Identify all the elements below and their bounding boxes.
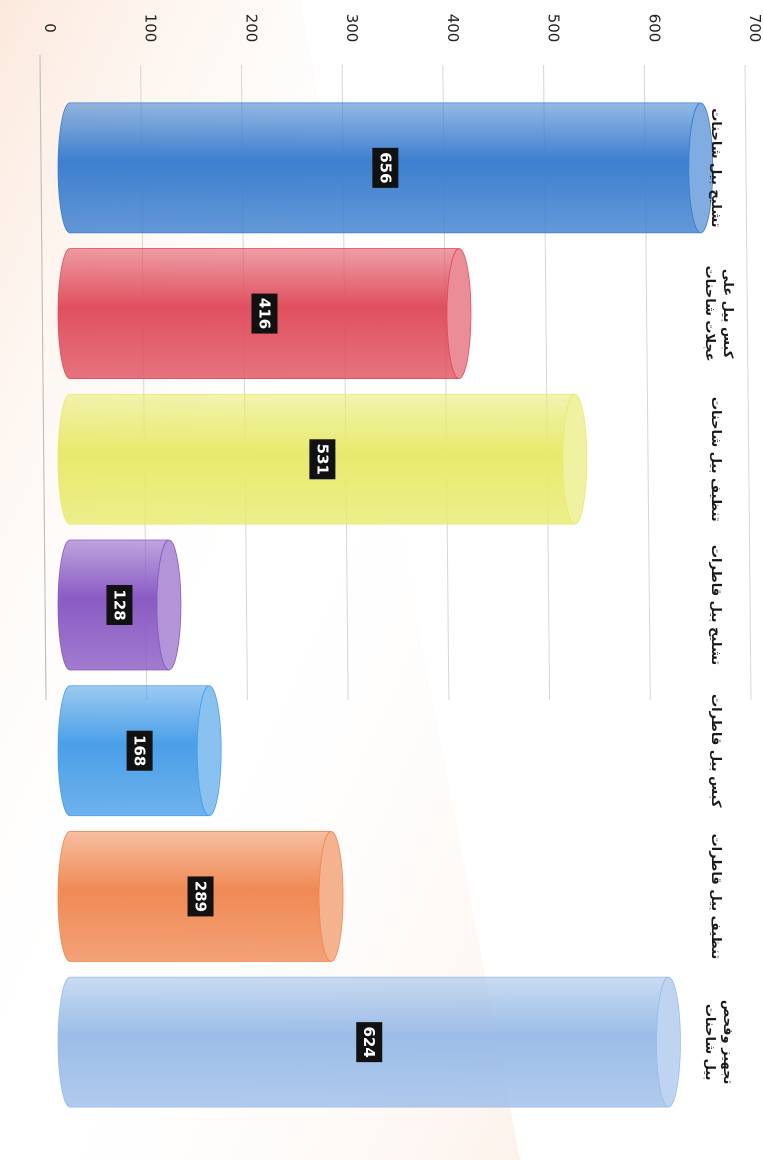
data-label: 289 [192, 881, 210, 912]
bar-cap [446, 248, 472, 379]
value-tick-label: 200 [242, 14, 260, 43]
value-tick-label: 300 [343, 14, 361, 43]
bar: 624 [57, 976, 681, 1108]
value-tick-label: 700 [746, 14, 763, 43]
data-label-box [126, 730, 153, 771]
data-label: 531 [313, 444, 331, 475]
category-label: تنظيف بيل قاطرات [708, 834, 723, 960]
bar-cap [318, 831, 344, 962]
value-tick-label: 100 [142, 14, 160, 43]
bar-cap [656, 976, 681, 1108]
bar-cap [196, 685, 222, 817]
bar: 128 [57, 539, 182, 671]
data-label: 168 [131, 735, 149, 766]
category-label: كبس بيل قاطرات [708, 694, 723, 808]
bar-cap [156, 539, 182, 671]
bar: 168 [57, 685, 222, 817]
data-label: 656 [376, 152, 394, 183]
category-label: تشليح بيل شاحنات [708, 108, 723, 227]
value-tick-label: 0 [41, 23, 59, 33]
category-label: تشليح بيل قاطرات [708, 545, 723, 665]
data-label-box [356, 1022, 383, 1063]
data-label: 128 [110, 589, 128, 620]
category-axis-line [39, 54, 47, 701]
category-axis: تشليح بيل شاحنات كبس بيل علىعجلات شاحنات ت… [702, 108, 735, 1084]
data-label-box [372, 147, 399, 188]
value-tick-label: 600 [645, 14, 663, 43]
data-label-box [309, 439, 336, 480]
value-tick-label: 400 [444, 14, 462, 43]
bar: 656 [57, 102, 714, 234]
bar: 289 [57, 831, 344, 962]
gridline [744, 64, 752, 701]
bar: 531 [57, 393, 588, 525]
data-label-box [106, 585, 133, 625]
data-label-box [251, 293, 278, 334]
category-label: تنظيف بيل شاحنات [708, 397, 723, 522]
bar: 416 [57, 248, 472, 379]
bar-cap [562, 393, 588, 525]
bars: 656 416 531 128 168 289 624 [57, 102, 714, 1108]
value-tick-label: 500 [545, 14, 563, 43]
data-label: 416 [255, 298, 273, 329]
value-axis: 0 100 200 300 400 500 600 700 [41, 14, 763, 43]
data-label: 624 [360, 1026, 378, 1057]
data-label-box [187, 876, 214, 917]
category-label: كبس بيل علىعجلات شاحنات [702, 266, 735, 362]
bar-cap [688, 102, 714, 234]
category-label: تجهيز وفحصبيل شاحنات [702, 1000, 735, 1084]
